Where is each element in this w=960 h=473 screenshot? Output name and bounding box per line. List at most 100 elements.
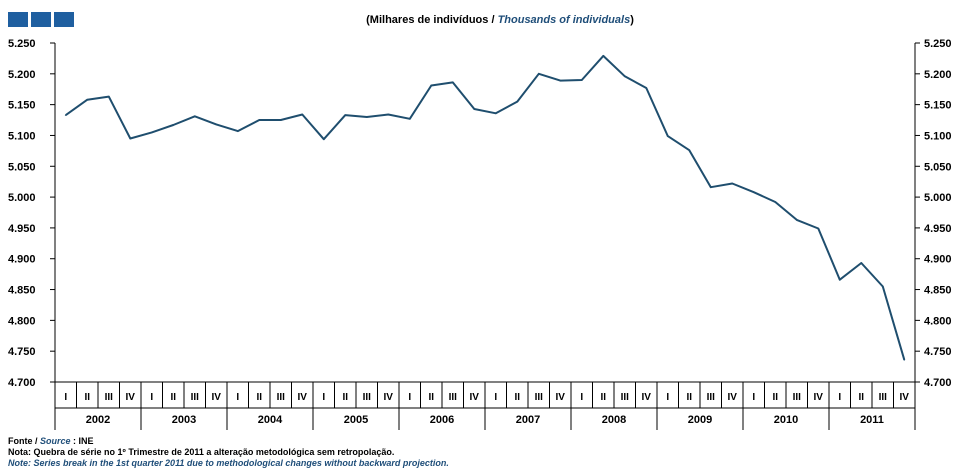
data-point [774,201,777,203]
quarter-label: II [170,392,176,403]
quarter-label: III [277,392,286,403]
data-point [881,285,884,288]
y-tick-label-right: 5.050 [924,161,952,173]
data-point [64,114,67,116]
logo-block [8,12,28,27]
data-point [193,115,196,118]
quarter-label: I [408,392,411,403]
year-label: 2006 [430,414,454,426]
quarter-label: II [84,392,90,403]
quarter-label: IV [470,392,480,403]
title-english: Thousands of individuals [497,14,631,26]
data-point [322,138,325,140]
data-point [236,130,239,132]
quarter-label: III [191,392,200,403]
data-point [602,55,605,57]
year-label: 2005 [344,414,368,426]
data-point [408,118,411,120]
quarter-label: IV [126,392,136,403]
quarter-label: II [858,392,864,403]
quarter-label: II [600,392,606,403]
data-point [430,84,433,87]
quarter-label: III [449,392,458,403]
y-tick-label: 5.000 [8,192,36,204]
logo-block [54,12,74,27]
quarter-label: IV [212,392,222,403]
quarter-label: II [514,392,520,403]
data-point [795,219,798,221]
quarter-label: IV [728,392,738,403]
y-tick-label: 4.850 [8,285,36,297]
data-point [107,95,110,98]
y-tick-label: 4.900 [8,254,36,266]
y-tick-label-right: 4.800 [924,315,952,327]
quarter-label: III [707,392,716,403]
chart-title: (Milhares de indivíduos / Thousands of i… [300,14,700,26]
source-label-en: Source [40,436,71,446]
quarter-label: I [494,392,497,403]
quarter-label: IV [384,392,394,403]
data-point [666,135,669,137]
axes [54,43,916,409]
y-tick-label: 5.050 [8,161,36,173]
quarter-label: I [150,392,153,403]
y-tick-label-right: 5.000 [924,192,952,204]
data-point [516,100,519,103]
year-label: 2004 [258,414,283,426]
source-label-pt: Fonte / [8,436,38,446]
quarter-label: IV [642,392,652,403]
y-tick-label: 5.150 [8,100,36,112]
data-point [86,98,89,101]
data-point [473,108,476,110]
chart-notes: Fonte / Source : INE Nota: Quebra de sér… [8,436,449,469]
year-label: 2011 [860,414,884,426]
quarter-label: III [363,392,372,403]
year-label: 2008 [602,414,626,426]
data-point [279,119,282,121]
data-point [580,79,583,81]
data-point [172,124,175,126]
y-axis-left: 5.250 5.200 5.150 5.100 5.050 5.000 4.950 4.900… [8,38,55,389]
data-point [903,359,906,361]
y-tick-label-right: 4.850 [924,285,952,297]
year-label: 2003 [172,414,196,426]
y-tick-label: 5.100 [8,130,36,142]
data-point [709,186,712,189]
quarter-label: III [879,392,888,403]
quarter-label: II [428,392,434,403]
note-portuguese: Nota: Quebra de série no 1º Trimestre de… [8,447,395,457]
source-line: Fonte / Source : INE [8,436,449,447]
series-line [65,54,906,361]
data-point [365,116,368,118]
data-point [623,75,626,78]
year-label: 2010 [774,414,798,426]
quarter-label: I [236,392,239,403]
y-tick-label-right: 5.150 [924,100,952,112]
quarter-label: IV [900,392,910,403]
quarter-label: I [752,392,755,403]
year-label: 2002 [86,414,110,426]
quarter-label: IV [298,392,308,403]
y-axis-right: 5.250 5.200 5.150 5.100 5.050 5.000 4.950 4.900… [915,38,952,389]
y-tick-label-right: 5.200 [924,69,952,81]
y-tick-label: 4.700 [8,377,36,389]
y-tick-label-right: 5.100 [924,130,952,142]
y-tick-label-right: 4.700 [924,377,952,389]
quarter-label: I [322,392,325,403]
quarter-label: III [535,392,544,403]
title-portuguese: (Milhares de indivíduos / [366,14,495,26]
data-point [559,79,562,82]
data-point [860,262,863,264]
quarter-label: III [621,392,630,403]
y-tick-label: 5.250 [8,38,36,50]
data-point [387,113,390,116]
y-tick-label: 4.800 [8,315,36,327]
data-point [301,113,304,116]
data-point [817,227,820,230]
quarter-label: I [838,392,841,403]
data-point [258,119,261,121]
quarter-label: I [666,392,669,403]
note-english: Note: Series break in the 1st quarter 20… [8,458,449,468]
data-point [451,81,454,84]
quarter-label: I [64,392,67,403]
